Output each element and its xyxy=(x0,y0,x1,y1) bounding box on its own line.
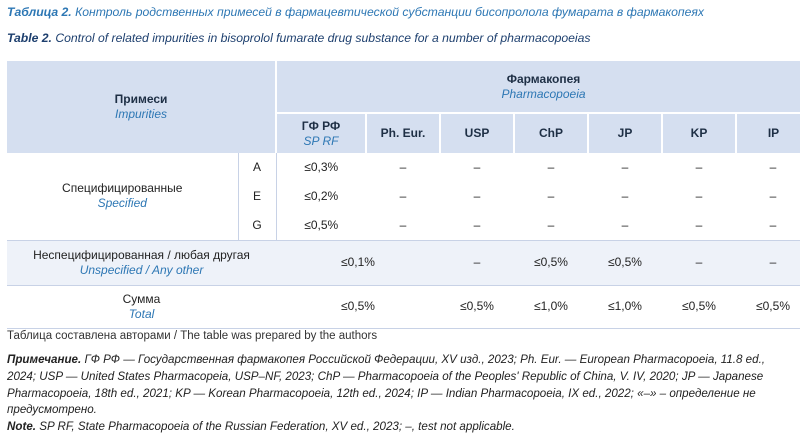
table-cell: – xyxy=(662,153,736,182)
table-cell: – xyxy=(440,240,514,286)
table-row: G ≤0,5% – – – – – – xyxy=(7,211,800,241)
col-header-jp: JP xyxy=(588,113,663,153)
specified-label: Специфицированные Specified xyxy=(7,153,239,241)
table-row: Сумма Total ≤0,5% ≤0,5% ≤1,0% ≤1,0% ≤0,5… xyxy=(7,285,800,329)
table-cell: – xyxy=(588,182,662,211)
header-row-2: ГФ РФ SP RF Ph. Eur. USP ChP JP KP IP xyxy=(7,113,800,153)
table-cell: – xyxy=(736,153,800,182)
table-cell: – xyxy=(588,211,662,241)
table-cell: – xyxy=(514,211,588,241)
note-ru-label: Примечание. xyxy=(7,353,82,366)
table-cell: ≤0,5% xyxy=(588,240,662,286)
note-en-text: SP RF, State Pharmacopoeia of the Russia… xyxy=(39,420,515,434)
col-header-kp: KP xyxy=(662,113,737,153)
unspecified-label-ru: Неспецифицированная / любая другая xyxy=(33,247,250,262)
table-cell: – xyxy=(662,182,736,211)
pharmacopoeia-header-en: Pharmacopoeia xyxy=(501,86,586,101)
table-row: Неспецифицированная / любая другая Unspe… xyxy=(7,240,800,286)
table-cell: ≤1,0% xyxy=(514,285,588,329)
col-header-ph-eur: Ph. Eur. xyxy=(366,113,441,153)
table-cell: – xyxy=(662,240,736,286)
table-cell: ≤0,1% xyxy=(276,240,440,286)
specified-label-ru: Специфицированные xyxy=(62,181,183,196)
table-cell: – xyxy=(440,182,514,211)
col-header-sp-rf: ГФ РФ SP RF xyxy=(276,113,367,153)
table-cell: – xyxy=(736,240,800,286)
caption-ru-label: Таблица 2. xyxy=(7,5,72,19)
unspecified-label: Неспецифицированная / любая другая Unspe… xyxy=(7,240,276,286)
note-ru-text: ГФ РФ — Государственная фармакопея Росси… xyxy=(7,353,766,417)
table-cell: – xyxy=(366,153,440,182)
note-en-label: Note. xyxy=(7,420,36,434)
col-header-sp-rf-ru: ГФ РФ xyxy=(301,118,341,133)
table-cell: ≤0,5% xyxy=(276,285,440,329)
impurity-code: G xyxy=(238,211,277,241)
caption-en-text: Control of related impurities in bisopro… xyxy=(55,31,591,45)
table-cell: ≤0,5% xyxy=(736,285,800,329)
note-ru: Примечание. ГФ РФ — Государственная фарм… xyxy=(7,352,797,419)
table-cell: – xyxy=(440,153,514,182)
table-cell: – xyxy=(366,211,440,241)
table-cell: – xyxy=(366,182,440,211)
col-header-usp: USP xyxy=(440,113,515,153)
caption-ru-text: Контроль родственных примесей в фармацев… xyxy=(75,5,704,19)
total-label: Сумма Total xyxy=(7,285,276,329)
table-cell: ≤0,5% xyxy=(514,240,588,286)
impurities-header-en: Impurities xyxy=(114,107,167,121)
table-cell: – xyxy=(514,182,588,211)
table-cell: ≤0,2% xyxy=(276,182,366,211)
total-label-en: Total xyxy=(128,306,155,321)
header-row-1: Примеси Impurities Фармакопея Pharmacopo… xyxy=(7,61,800,153)
impurities-table: Примеси Impurities Фармакопея Pharmacopo… xyxy=(7,61,800,329)
table-source-note: Таблица составлена авторами / The table … xyxy=(7,330,378,342)
table-cell: ≤1,0% xyxy=(588,285,662,329)
table-cell: ≤0,5% xyxy=(440,285,514,329)
table-cell: – xyxy=(588,153,662,182)
table-cell: – xyxy=(514,153,588,182)
table-cell: ≤0,5% xyxy=(662,285,736,329)
caption-en-label: Table 2. xyxy=(7,31,52,45)
caption-ru: Таблица 2. Контроль родственных примесей… xyxy=(7,5,704,19)
table-row: E ≤0,2% – – – – – – xyxy=(7,182,800,211)
table-row: Специфицированные Specified A ≤0,3% – – … xyxy=(7,153,800,241)
impurity-code: E xyxy=(238,182,277,211)
pharmacopoeia-header: Фармакопея Pharmacopoeia xyxy=(276,61,800,114)
caption-en: Table 2. Control of related impurities i… xyxy=(7,31,591,45)
table-cell: – xyxy=(736,211,800,241)
unspecified-label-en: Unspecified / Any other xyxy=(79,262,204,277)
table-cell: ≤0,3% xyxy=(276,153,366,182)
table-cell: – xyxy=(662,211,736,241)
specified-label-en: Specified xyxy=(97,196,147,211)
note-en: Note. SP RF, State Pharmacopoeia of the … xyxy=(7,419,797,436)
table-cell: ≤0,5% xyxy=(276,211,366,241)
pharmacopoeia-header-ru: Фармакопея xyxy=(506,71,581,86)
table-note: Примечание. ГФ РФ — Государственная фарм… xyxy=(7,352,797,436)
total-label-ru: Сумма xyxy=(122,291,161,306)
table-cell: – xyxy=(440,211,514,241)
table-cell: – xyxy=(736,182,800,211)
impurities-header-ru: Примеси xyxy=(114,92,168,106)
col-header-chp: ChP xyxy=(514,113,589,153)
col-header-sp-rf-en: SP RF xyxy=(303,133,339,148)
impurities-header: Примеси Impurities xyxy=(7,61,277,153)
col-header-ip: IP xyxy=(736,113,800,153)
impurity-code: A xyxy=(238,153,277,182)
